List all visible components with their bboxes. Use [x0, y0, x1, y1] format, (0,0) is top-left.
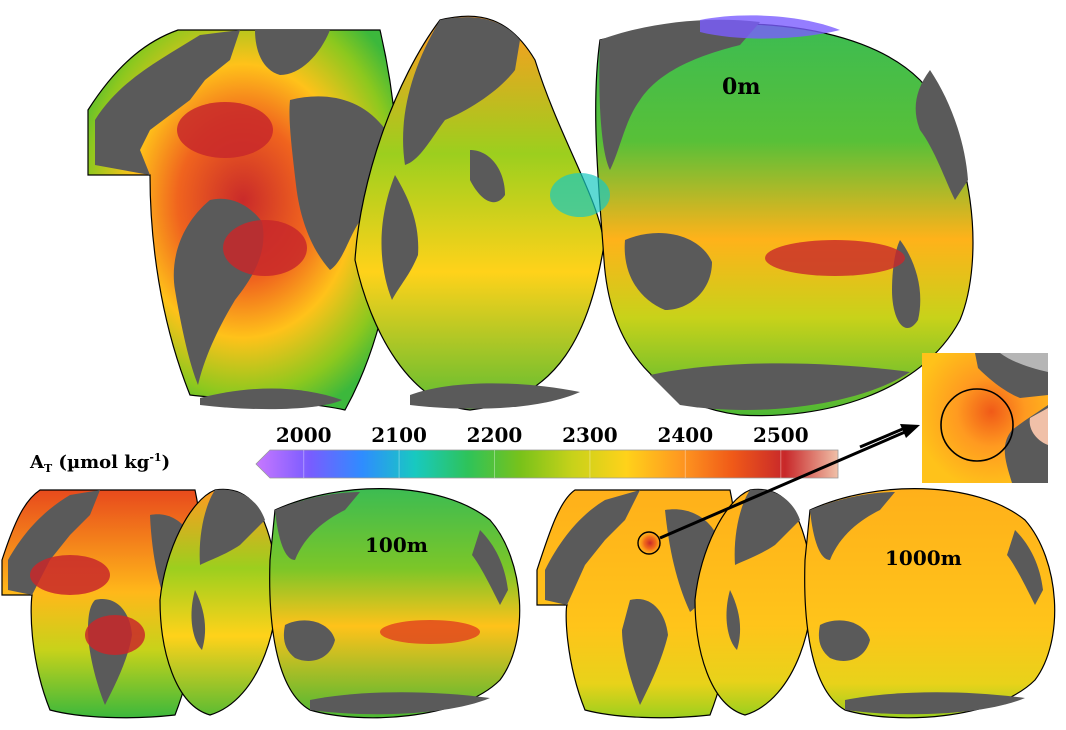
land-madagascar-africa — [381, 175, 419, 300]
land-north-america — [95, 30, 240, 175]
zoom-arrows — [659, 424, 920, 540]
land-africa — [289, 96, 394, 270]
highlight-circle — [637, 531, 661, 555]
land-greenland — [255, 30, 330, 75]
land-antarctica — [200, 388, 342, 410]
arrow-to-inset — [659, 430, 906, 540]
lobe-indian — [354, 15, 605, 411]
depth-label-1000m: 1000m — [885, 546, 962, 570]
land-asia-east — [599, 19, 760, 170]
colorbar-tick-label: 2000 — [276, 423, 332, 447]
colorbar-bar — [255, 449, 839, 479]
colorbar-tick-label: 2500 — [753, 423, 809, 447]
colorbar-tick-label: 2400 — [657, 423, 713, 447]
inset-zoom — [922, 353, 1048, 483]
colorbar-ticks: 2000 2100 2200 2300 2400 2500 — [276, 423, 809, 478]
land-india — [470, 150, 505, 203]
colorbar-tick-label: 2200 — [467, 423, 523, 447]
colorbar-label: AT (µmol kg-1) — [29, 451, 170, 475]
land-eurasia — [403, 17, 520, 165]
land-antarctica-3 — [650, 363, 910, 410]
depth-label-0m: 0m — [722, 74, 761, 100]
map-0m: 0m — [87, 15, 974, 417]
land-antarctica-2 — [410, 383, 580, 409]
lobe-atlantic — [87, 29, 399, 411]
land-australia — [624, 233, 712, 310]
lobe-pacific — [550, 15, 974, 417]
colorbar-tick-label: 2100 — [371, 423, 427, 447]
colorbar-tick-label: 2300 — [562, 423, 618, 447]
map-1000m: 1000m — [536, 488, 1056, 719]
inset-circle — [940, 388, 1014, 462]
land-americas-west — [915, 70, 968, 200]
depth-label-100m: 100m — [365, 533, 428, 557]
colorbar: 2000 2100 2200 2300 2400 2500 AT (µmol kg-1) — [29, 423, 839, 479]
map-100m: 100m — [1, 488, 521, 719]
